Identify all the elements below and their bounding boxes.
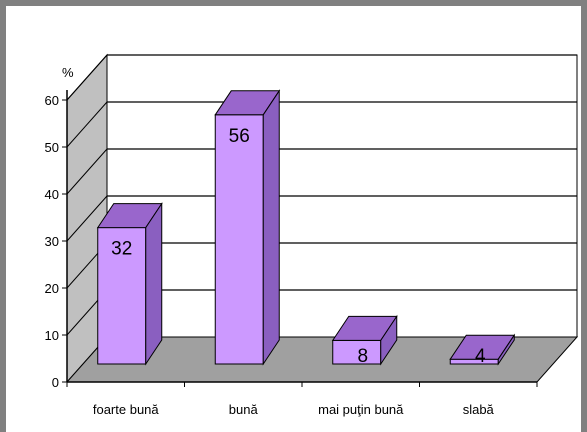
gridline-side: [66, 54, 108, 101]
gridline-side: [66, 195, 108, 242]
x-category-label: mai puţin bună: [318, 402, 404, 417]
y-tick-label: 60: [45, 93, 59, 108]
bar-side: [380, 314, 398, 366]
y-tick-label: 0: [52, 375, 59, 390]
bar-front: [214, 114, 264, 365]
bar-side: [497, 333, 515, 366]
gridline-side: [66, 148, 108, 195]
gridline-side: [66, 101, 108, 148]
x-category-label: slabă: [463, 402, 495, 417]
bar-side: [145, 201, 163, 366]
y-tick-label: 20: [45, 281, 59, 296]
data-label: 56: [229, 126, 250, 147]
bar-2: 56: [214, 89, 281, 366]
bars: 32 56 8 4: [96, 89, 516, 367]
bar-1: 32: [96, 201, 163, 366]
y-tick-label: 50: [45, 140, 59, 155]
bar-4: 4: [449, 333, 516, 367]
y-tick-label: 40: [45, 187, 59, 202]
data-label: 32: [111, 239, 132, 260]
gridlines: [66, 54, 577, 336]
bar-side: [262, 89, 280, 366]
y-tick-label: 10: [45, 328, 59, 343]
data-label: 4: [475, 346, 486, 367]
bar-3: 8: [331, 314, 398, 367]
x-category-label: bună: [229, 402, 259, 417]
y-tick-label: 30: [45, 234, 59, 249]
x-category-label: foarte bună: [93, 402, 160, 417]
data-label: 8: [357, 346, 368, 367]
axes: 0 10 20 30 40 50 60 foarte bună bună mai puţin bu…: [45, 90, 538, 417]
y-axis-unit-label: %: [62, 65, 74, 80]
